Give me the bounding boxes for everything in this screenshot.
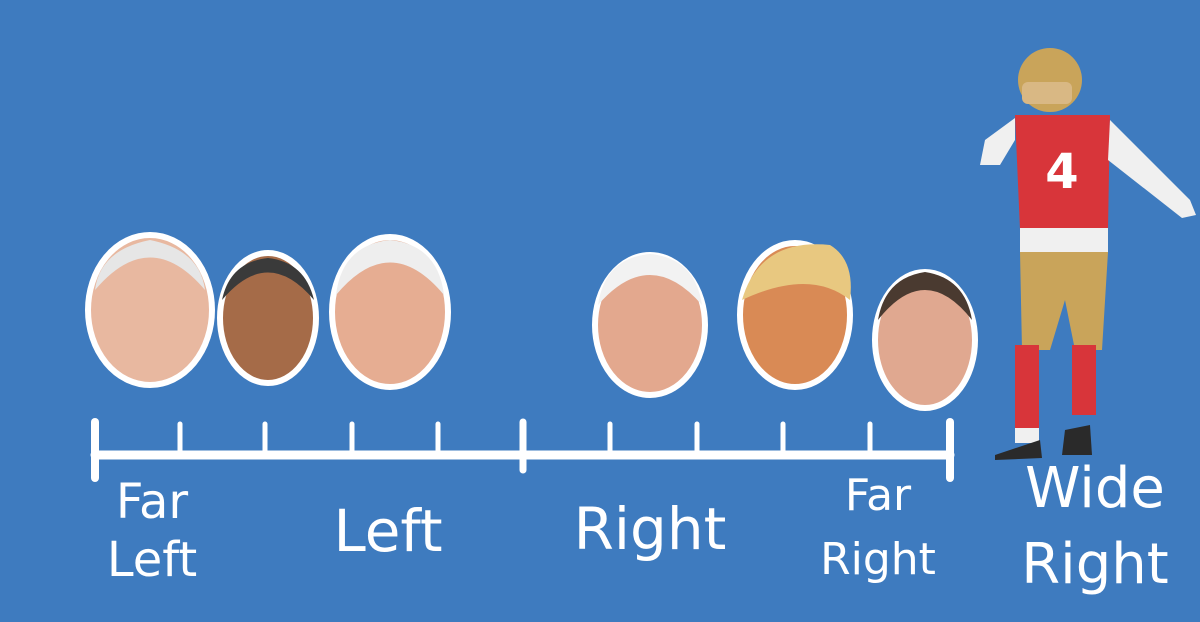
spectrum-label: Right [820, 534, 936, 585]
spectrum-label: Left [107, 532, 197, 588]
spectrum-label: Far [845, 470, 912, 521]
face [737, 240, 853, 390]
faces [85, 232, 978, 411]
spectrum-label: Wide [1025, 456, 1165, 521]
spectrum-label: Left [333, 497, 442, 565]
football-player: 4 [980, 48, 1196, 460]
face [217, 250, 319, 386]
face [872, 269, 978, 411]
jersey-number: 4 [1045, 144, 1078, 200]
axis-minor-ticks [177, 421, 873, 458]
face [329, 234, 451, 390]
spectrum-label: Right [574, 495, 727, 563]
face [85, 232, 215, 388]
spectrum-axis [90, 418, 955, 482]
face [592, 252, 708, 398]
spectrum-label: Right [1021, 532, 1168, 597]
spectrum-label: Far [116, 474, 189, 530]
